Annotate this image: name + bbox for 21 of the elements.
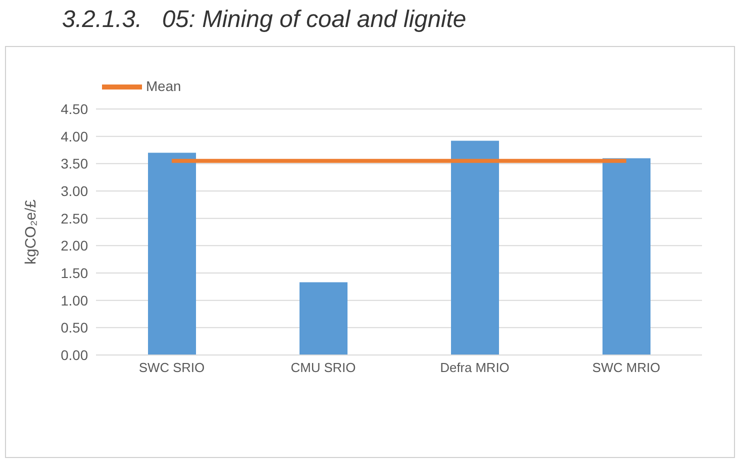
y-axis-title: kgCO₂e/£ (22, 198, 40, 265)
y-tick-label: 0.50 (60, 320, 88, 336)
x-tick-label: CMU SRIO (290, 360, 356, 376)
bar (451, 140, 499, 355)
bar (148, 152, 196, 355)
y-tick-label: 3.00 (60, 182, 88, 199)
bar (300, 282, 348, 355)
y-tick-label: 4.00 (60, 128, 88, 144)
y-tick-label: 2.00 (60, 238, 88, 254)
y-tick-label: 2.50 (60, 210, 88, 226)
x-tick-label: SWC SRIO (138, 360, 205, 376)
y-tick-label: 1.00 (60, 292, 88, 308)
chart-title: 3.2.1.3. 05: Mining of coal and lignite (62, 6, 466, 34)
legend-label: Mean (146, 78, 182, 94)
y-tick-label: 1.50 (60, 264, 88, 281)
y-tick-label: 4.50 (60, 100, 88, 117)
y-tick-label: 0.00 (60, 346, 88, 363)
bar (602, 158, 650, 355)
y-tick-label: 3.50 (60, 156, 88, 172)
x-tick-label: Defra MRIO (440, 360, 510, 376)
x-tick-label: SWC MRIO (592, 360, 660, 376)
